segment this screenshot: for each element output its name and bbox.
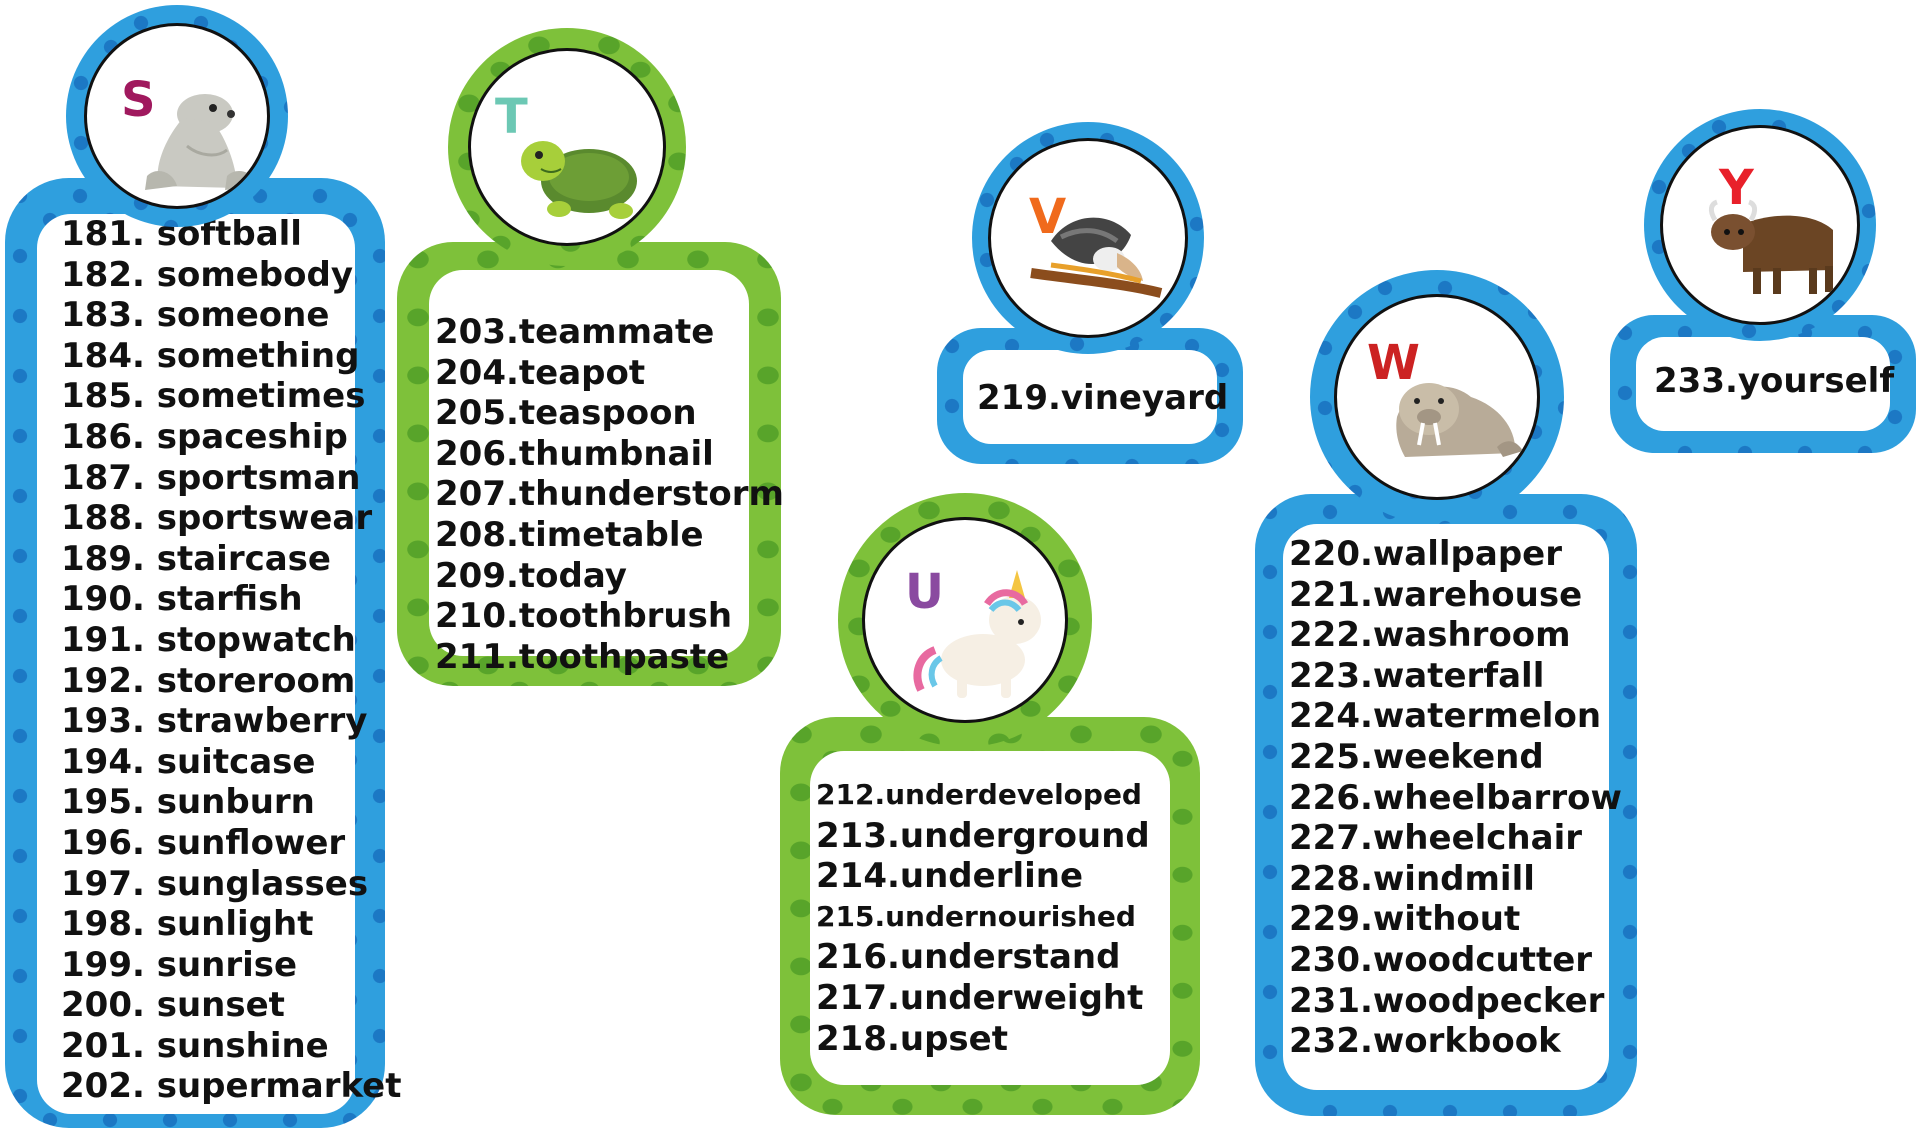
word-item: 193. strawberry bbox=[61, 701, 368, 742]
card-t: 203.teammate 204.teapot 205.teaspoon 206.th… bbox=[397, 242, 784, 686]
word-item: 223.waterfall bbox=[1289, 655, 1545, 696]
word-item: 189. staircase bbox=[61, 538, 331, 579]
card-w: 220.wallpaper 221.warehouse 222.washroom 22… bbox=[1255, 494, 1637, 1116]
word-item: 222.washroom bbox=[1289, 615, 1571, 656]
badge-t-circle: T bbox=[468, 48, 666, 246]
word-list-v: 219.vineyard bbox=[977, 378, 1228, 419]
card-y-panel: 233.yourself bbox=[1636, 337, 1894, 431]
card-v: 219.vineyard bbox=[937, 328, 1243, 464]
word-item: 194. suitcase bbox=[61, 741, 316, 782]
word-list-t: 203.teammate 204.teapot 205.teaspoon 206.th… bbox=[435, 312, 784, 677]
letter-t: T bbox=[495, 89, 528, 145]
word-item: 206.thumbnail bbox=[435, 433, 714, 474]
badge-s: S bbox=[66, 5, 288, 227]
word-item: 218.upset bbox=[816, 1018, 1008, 1059]
badge-u-circle: U bbox=[862, 517, 1068, 723]
unicorn-icon bbox=[913, 570, 1041, 698]
word-item: 195. sunburn bbox=[61, 782, 315, 823]
turtle-icon bbox=[521, 141, 637, 219]
word-list-u: 212.underdeveloped 213.underground 214.und… bbox=[816, 775, 1150, 1059]
word-item: 230.woodcutter bbox=[1289, 939, 1593, 980]
word-item: 200. sunset bbox=[61, 985, 285, 1026]
badge-u: U bbox=[838, 493, 1092, 747]
word-item: 183. someone bbox=[61, 295, 330, 336]
word-item: 232.workbook bbox=[1289, 1021, 1561, 1062]
word-item: 202. supermarket bbox=[61, 1066, 402, 1107]
letter-w: W bbox=[1367, 335, 1420, 391]
card-w-panel: 220.wallpaper 221.warehouse 222.washroom 22… bbox=[1283, 524, 1622, 1090]
word-item: 220.wallpaper bbox=[1289, 534, 1562, 574]
word-item: 191. stopwatch bbox=[61, 619, 356, 660]
word-item: 199. sunrise bbox=[61, 944, 298, 985]
badge-y: Y bbox=[1644, 109, 1876, 341]
word-item: 228.windmill bbox=[1289, 858, 1535, 899]
letter-u: U bbox=[905, 564, 944, 620]
word-item: 227.wheelchair bbox=[1289, 818, 1583, 859]
word-item: 225.weekend bbox=[1289, 736, 1544, 777]
word-item: 188. sportswear bbox=[61, 498, 373, 539]
word-item: 201. sunshine bbox=[61, 1025, 329, 1066]
word-item: 209.today bbox=[435, 555, 627, 596]
word-item: 226.wheelbarrow bbox=[1289, 777, 1622, 818]
word-item: 208.timetable bbox=[435, 514, 704, 555]
yak-icon bbox=[1708, 199, 1833, 294]
word-item: 187. sportsman bbox=[61, 457, 361, 498]
card-v-panel: 219.vineyard bbox=[963, 350, 1228, 444]
word-item: 216.understand bbox=[816, 937, 1121, 978]
card-s: 181. softball 182. somebody 183. someone 18… bbox=[5, 178, 401, 1128]
word-item: 184. something bbox=[61, 335, 360, 376]
word-item: 204.teapot bbox=[435, 352, 646, 393]
word-item: 198. sunlight bbox=[61, 904, 314, 945]
word-item: 205.teaspoon bbox=[435, 393, 697, 434]
word-item: 217.underweight bbox=[816, 977, 1144, 1018]
word-item: 185. sometimes bbox=[61, 376, 366, 417]
word-item: 231.woodpecker bbox=[1289, 980, 1605, 1021]
word-item: 212.underdeveloped bbox=[816, 778, 1142, 811]
card-u: 212.underdeveloped 213.underground 214.und… bbox=[780, 717, 1200, 1115]
word-list-s: 181. softball 182. somebody 183. someone 18… bbox=[61, 214, 401, 1107]
word-item: 196. sunflower bbox=[61, 822, 346, 863]
word-item: 182. somebody bbox=[61, 254, 354, 295]
word-item: 186. spaceship bbox=[61, 416, 348, 457]
word-item: 210.toothbrush bbox=[435, 596, 733, 637]
word-item: 219.vineyard bbox=[977, 378, 1229, 418]
letter-s: S bbox=[121, 72, 156, 128]
word-item: 221.warehouse bbox=[1289, 574, 1583, 615]
word-item: 203.teammate bbox=[435, 312, 715, 352]
card-u-panel: 212.underdeveloped 213.underground 214.und… bbox=[810, 751, 1170, 1085]
vulture-icon bbox=[1030, 217, 1163, 298]
word-item: 215.undernourished bbox=[816, 899, 1136, 933]
card-t-panel: 203.teammate 204.teapot 205.teaspoon 206.th… bbox=[429, 270, 784, 677]
word-item: 207.thunderstorm bbox=[435, 474, 784, 515]
word-item: 181. softball bbox=[61, 214, 302, 254]
seal-icon bbox=[145, 94, 257, 190]
word-item: 211.toothpaste bbox=[435, 636, 730, 677]
letter-y: Y bbox=[1719, 160, 1754, 216]
word-item: 224.watermelon bbox=[1289, 696, 1602, 737]
badge-v: V bbox=[972, 122, 1204, 354]
word-item: 233.yourself bbox=[1654, 361, 1895, 401]
card-y: 233.yourself bbox=[1610, 315, 1916, 453]
word-list-w: 220.wallpaper 221.warehouse 222.washroom 22… bbox=[1289, 534, 1622, 1062]
card-s-panel: 181. softball 182. somebody 183. someone 18… bbox=[37, 214, 401, 1114]
badge-v-circle: V bbox=[988, 138, 1188, 338]
walrus-icon bbox=[1396, 383, 1523, 457]
badge-t: T bbox=[448, 28, 686, 266]
word-item: 192. storeroom bbox=[61, 660, 356, 701]
word-item: 229.without bbox=[1289, 899, 1521, 940]
badge-w-circle: W bbox=[1334, 294, 1540, 500]
badge-y-circle: Y bbox=[1660, 125, 1860, 325]
badge-s-circle: S bbox=[84, 23, 270, 209]
word-item: 190. starfish bbox=[61, 579, 303, 620]
word-item: 213.underground bbox=[816, 815, 1150, 856]
word-list-y: 233.yourself bbox=[1654, 361, 1894, 402]
word-item: 197. sunglasses bbox=[61, 863, 369, 904]
word-item: 214.underline bbox=[816, 856, 1084, 897]
badge-w: W bbox=[1310, 270, 1564, 524]
